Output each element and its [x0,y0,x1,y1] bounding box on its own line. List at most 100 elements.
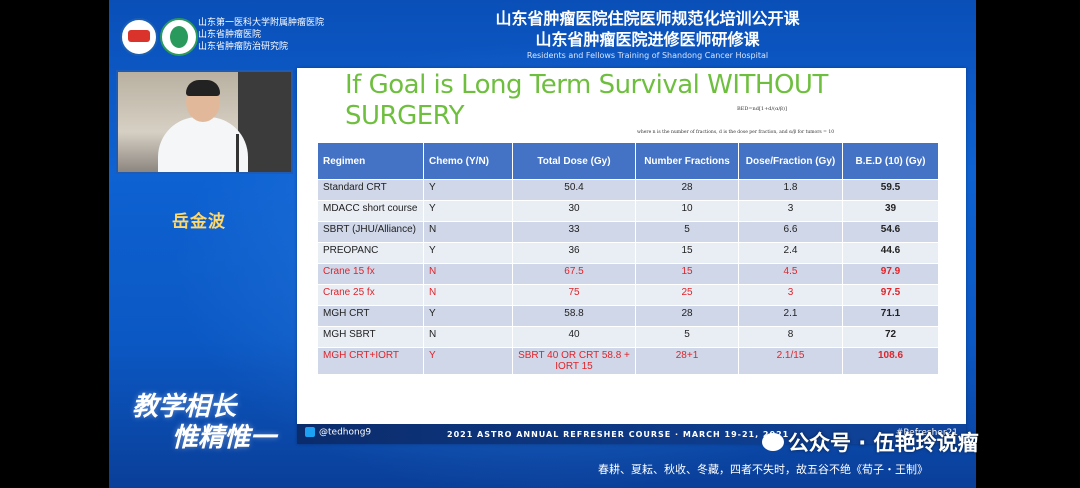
course-title: 山东省肿瘤医院住院医师规范化培训公开课 山东省肿瘤医院进修医师研修课 [0,8,1080,50]
cell-bed: 59.5 [842,179,939,201]
table-body: Standard CRT Y 50.4 28 1.8 59.5 MDACC short co… [317,179,939,375]
cell-bed: 44.6 [842,242,939,264]
cell-fx: 28 [635,305,739,327]
twitter-handle-text: @tedhong9 [319,427,372,438]
cell-fx: 5 [635,221,739,243]
microphone [236,134,239,172]
cell-dose: 75 [512,284,636,306]
cell-chemo: Y [423,242,513,264]
cell-bed: 97.5 [842,284,939,306]
hospital-logo [120,18,158,56]
cell-chemo: N [423,284,513,306]
cell-dose: 50.4 [512,179,636,201]
cell-dpf: 3 [738,284,843,306]
header-dose-per-fraction: Dose/Fraction (Gy) [738,142,843,180]
table-row: Crane 15 fx N 67.5 15 4.5 97.9 [317,263,939,285]
cell-dpf: 2.1/15 [738,347,843,375]
left-black-border [0,0,109,488]
table-row: Standard CRT Y 50.4 28 1.8 59.5 [317,179,939,201]
speaker-video [116,70,293,174]
cell-chemo: N [423,221,513,243]
cell-chemo: Y [423,347,513,375]
cell-dpf: 8 [738,326,843,348]
cell-dpf: 2.1 [738,305,843,327]
course-subtitle: Residents and Fellows Training of Shando… [526,51,769,60]
institution-line-2: 山东省肿瘤医院 [198,30,262,40]
cell-chemo: Y [423,179,513,201]
header-fractions: Number Fractions [635,142,739,180]
table-row: PREOPANC Y 36 15 2.4 44.6 [317,242,939,264]
right-black-border [976,0,1080,488]
cell-bed: 71.1 [842,305,939,327]
formula-note: where n is the number of fractions, d is… [637,130,835,135]
cell-chemo: Y [423,305,513,327]
cell-dose: 40 [512,326,636,348]
header-chemo: Chemo (Y/N) [423,142,513,180]
institution-names: 山东第一医科大学附属肿瘤医院 山东省肿瘤医院 山东省肿瘤防治研究院 [198,17,324,53]
cell-dpf: 6.6 [738,221,843,243]
cell-chemo: N [423,263,513,285]
cell-bed: 39 [842,200,939,222]
cell-dose: SBRT 40 OR CRT 58.8 + IORT 15 [512,347,636,375]
cell-regimen: MDACC short course [317,200,424,222]
cell-dose: 36 [512,242,636,264]
cell-bed: 54.6 [842,221,939,243]
cell-dpf: 1.8 [738,179,843,201]
cell-regimen: MGH SBRT [317,326,424,348]
cell-fx: 5 [635,326,739,348]
cell-regimen: Crane 15 fx [317,263,424,285]
table-row: MGH SBRT N 40 5 8 72 [317,326,939,348]
speaker-name: 岳金波 [172,212,226,232]
cell-fx: 15 [635,242,739,264]
watermark-text: 公众号 · 伍艳玲说瘤 [788,431,979,455]
table-row: MGH CRT+IORT Y SBRT 40 OR CRT 58.8 + IORT … [317,347,939,375]
table-row: MGH CRT Y 58.8 28 2.1 71.1 [317,305,939,327]
cell-bed: 97.9 [842,263,939,285]
bottom-ticker: 春耕、夏耘、秋收、冬藏，四者不失时，故五谷不绝《荀子・王制》 [598,463,928,476]
cell-regimen: PREOPANC [317,242,424,264]
header-regimen: Regimen [317,142,424,180]
bed-formula: BED=nd[1+d/(α/β)] [737,106,787,112]
presentation-slide: If Goal is Long Term Survival WITHOUT SU… [297,68,966,444]
slogan-line-2: 惟精惟一 [172,423,277,453]
speaker-body [158,117,248,172]
cell-dpf: 4.5 [738,263,843,285]
cell-fx: 10 [635,200,739,222]
cell-bed: 108.6 [842,347,939,375]
institution-line-1: 山东第一医科大学附属肿瘤医院 [198,18,325,28]
cell-regimen: Crane 25 fx [317,284,424,306]
conference-hashtag: #Refresher21 [895,428,958,438]
header-total-dose: Total Dose (Gy) [512,142,636,180]
slogan-line-1: 教学相长 [132,392,237,422]
table-row: SBRT (JHU/Alliance) N 33 5 6.6 54.6 [317,221,939,243]
cell-dose: 67.5 [512,263,636,285]
wechat-watermark: 公众号 · 伍艳玲说瘤 [762,427,979,457]
cell-chemo: Y [423,200,513,222]
cell-regimen: MGH CRT [317,305,424,327]
cell-dose: 30 [512,200,636,222]
table-row: MDACC short course Y 30 10 3 39 [317,200,939,222]
institute-logo [160,18,198,56]
cell-regimen: MGH CRT+IORT [317,347,424,375]
cell-fx: 28+1 [635,347,739,375]
cell-bed: 72 [842,326,939,348]
slogan: 教学相长 惟精惟一 [132,392,276,454]
institution-line-3: 山东省肿瘤防治研究院 [198,42,289,52]
wechat-icon [762,433,784,451]
cell-regimen: Standard CRT [317,179,424,201]
conference-name: 2021 ASTRO ANNUAL REFRESHER COURSE · MAR… [447,430,790,439]
cell-regimen: SBRT (JHU/Alliance) [317,221,424,243]
cell-chemo: N [423,326,513,348]
cell-dpf: 3 [738,200,843,222]
twitter-handle: @tedhong9 [305,427,371,438]
conference-banner: @tedhong9 2021 ASTRO ANNUAL REFRESHER CO… [297,424,966,444]
regimen-table: Regimen Chemo (Y/N) Total Dose (Gy) Numb… [317,142,939,375]
header-bed: B.E.D (10) (Gy) [842,142,939,180]
cell-dose: 33 [512,221,636,243]
table-header-row: Regimen Chemo (Y/N) Total Dose (Gy) Numb… [317,142,939,180]
cell-fx: 28 [635,179,739,201]
course-title-line-1: 山东省肿瘤医院住院医师规范化培训公开课 [495,9,800,28]
cell-dpf: 2.4 [738,242,843,264]
speaker-hair [186,80,220,96]
cell-fx: 15 [635,263,739,285]
